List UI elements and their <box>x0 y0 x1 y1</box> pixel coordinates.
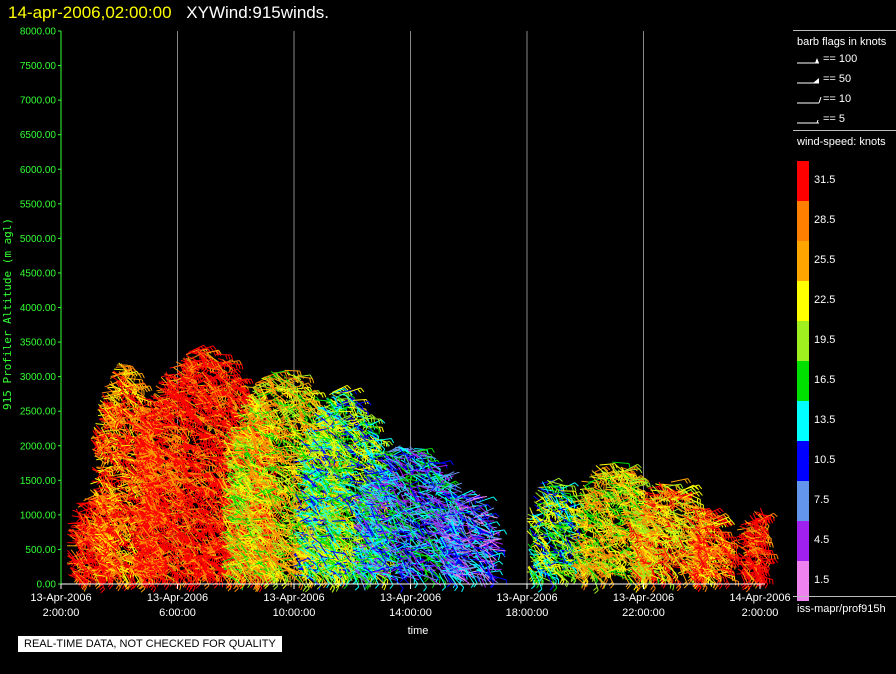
wind-barb-field <box>67 345 778 593</box>
